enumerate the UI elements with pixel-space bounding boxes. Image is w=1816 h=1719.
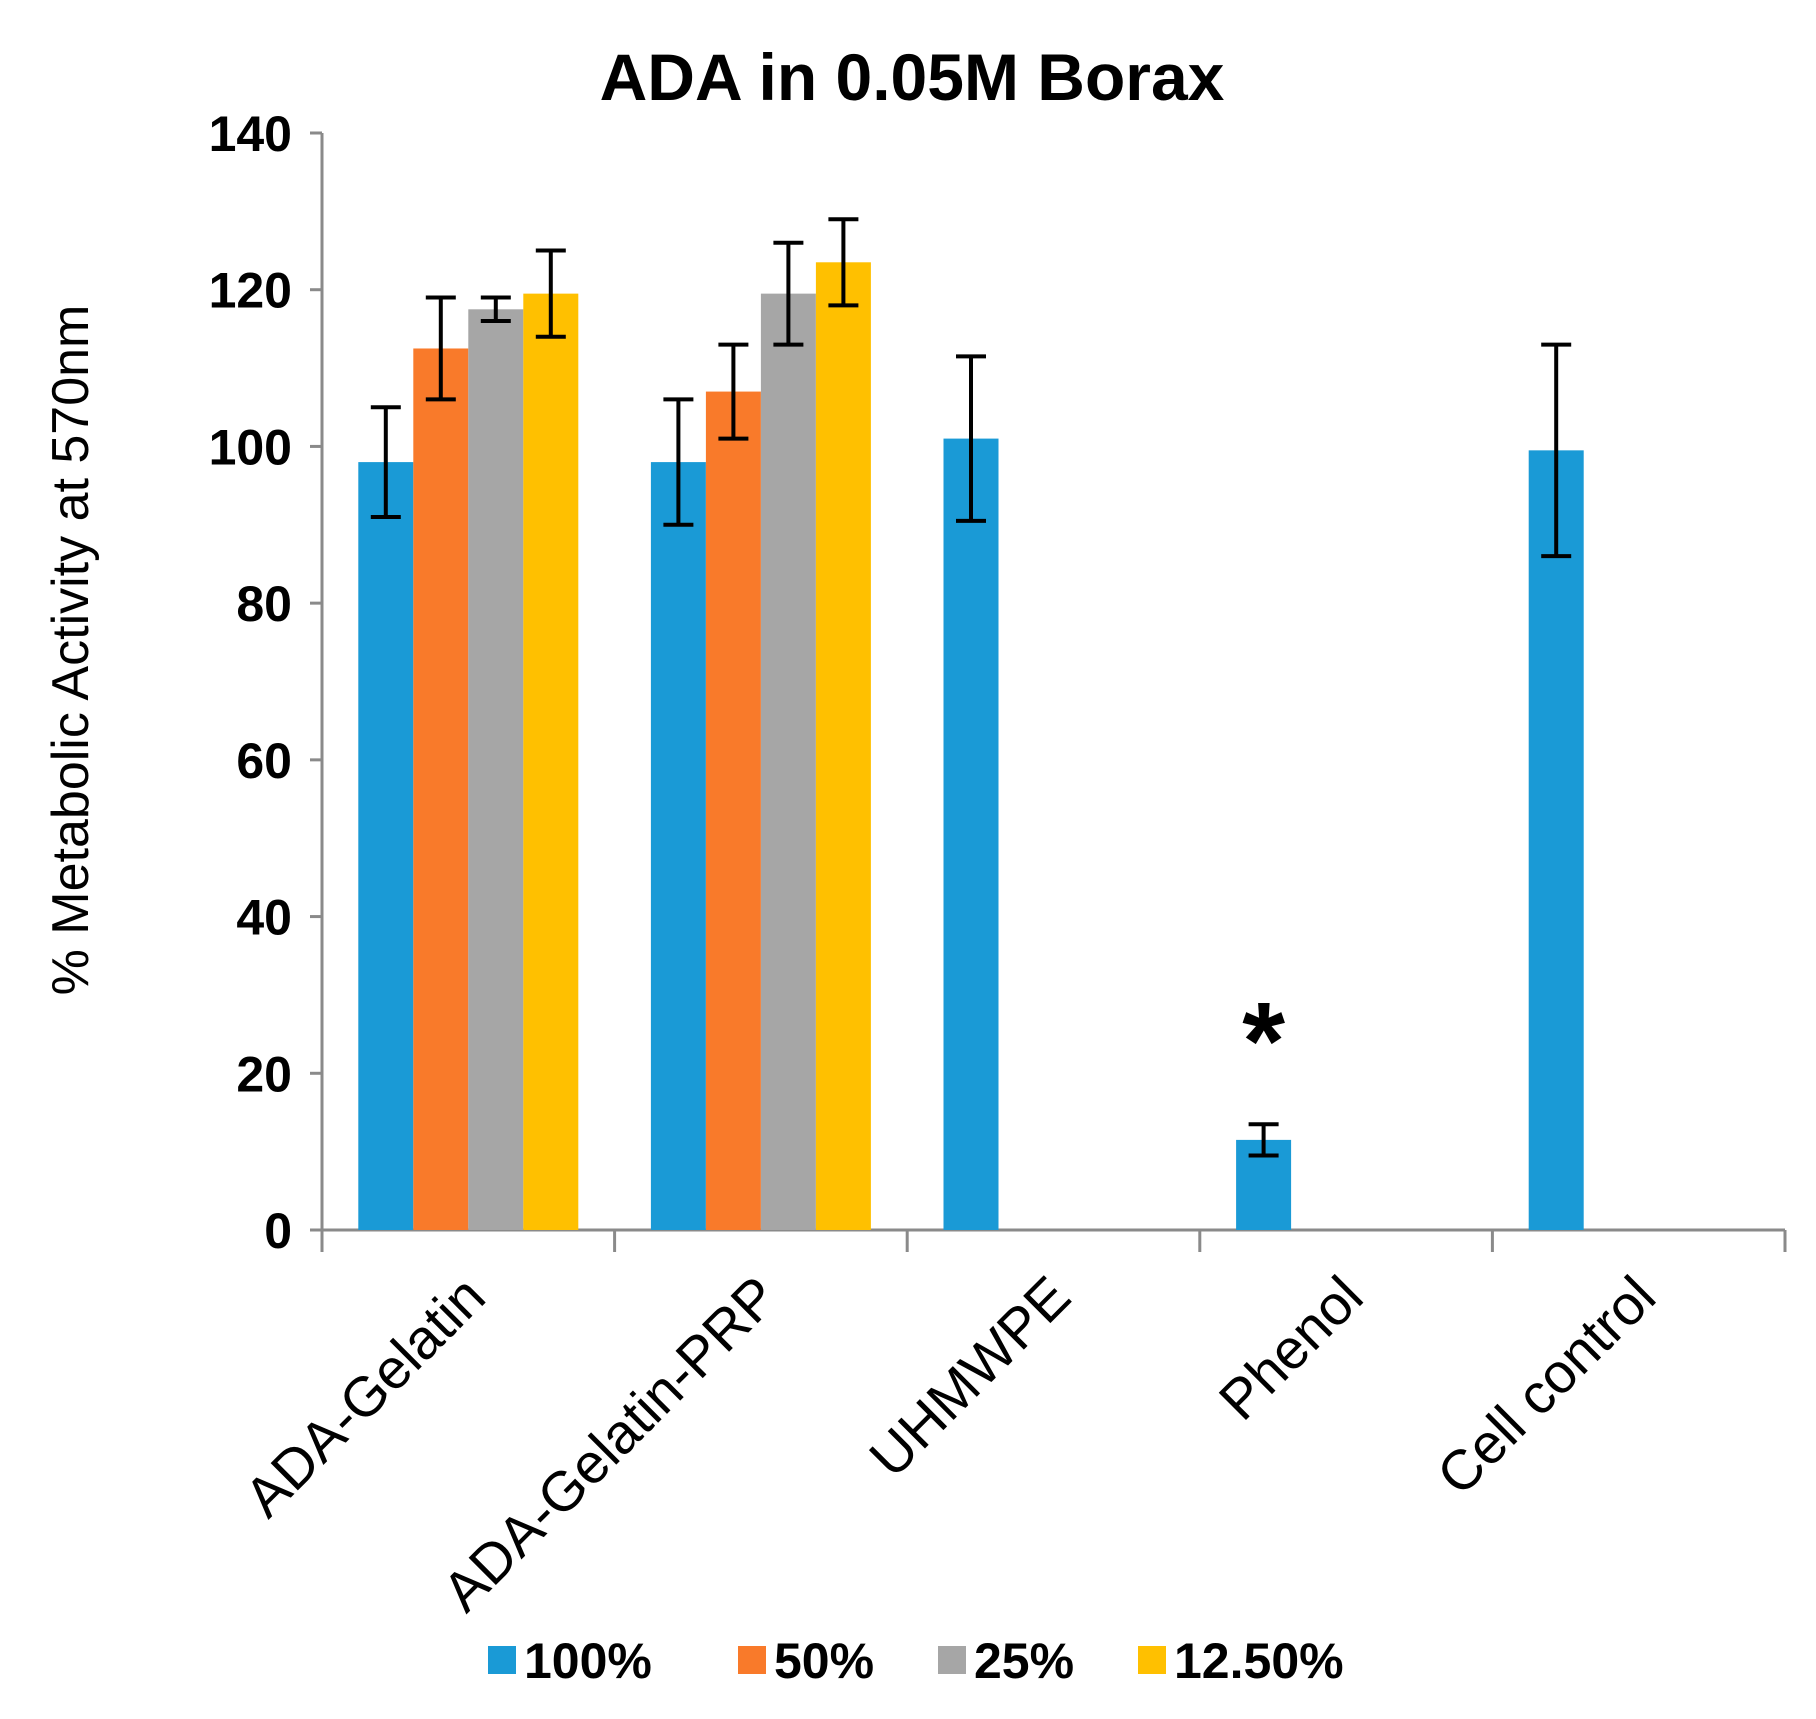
legend-label: 12.50% bbox=[1174, 1633, 1344, 1689]
chart-title: ADA in 0.05M Borax bbox=[600, 40, 1225, 114]
x-tick-label: Cell control bbox=[1425, 1264, 1668, 1507]
legend-swatch bbox=[738, 1646, 766, 1674]
y-tick-label: 100 bbox=[209, 419, 292, 475]
bar bbox=[523, 293, 579, 1230]
y-tick-label: 140 bbox=[209, 106, 292, 162]
legend-swatch bbox=[1138, 1646, 1166, 1674]
y-tick-label: 0 bbox=[264, 1203, 292, 1259]
y-tick-label: 80 bbox=[236, 576, 292, 632]
legend: 100% 50% 25% 12.50% bbox=[488, 1633, 1344, 1689]
y-tick-label: 60 bbox=[236, 733, 292, 789]
x-tick-label: UHMWPE bbox=[857, 1264, 1082, 1489]
y-tick-label: 20 bbox=[236, 1046, 292, 1102]
legend-swatch bbox=[938, 1646, 966, 1674]
y-axis-label: % Metabolic Activity at 570nm bbox=[42, 305, 100, 996]
bar bbox=[358, 462, 414, 1231]
legend-swatch bbox=[488, 1646, 516, 1674]
bar bbox=[760, 293, 816, 1230]
legend-label: 100% bbox=[524, 1633, 652, 1689]
bar bbox=[1528, 450, 1584, 1230]
x-tick-label: Phenol bbox=[1207, 1264, 1375, 1432]
legend-label: 25% bbox=[974, 1633, 1074, 1689]
significance-marker: * bbox=[1242, 980, 1285, 1103]
bar bbox=[468, 309, 524, 1230]
x-tick-label: ADA-Gelatin bbox=[232, 1264, 497, 1529]
bar bbox=[943, 438, 999, 1230]
legend-label: 50% bbox=[774, 1633, 874, 1689]
bar bbox=[413, 348, 469, 1230]
bar bbox=[815, 262, 871, 1230]
y-tick-label: 120 bbox=[209, 263, 292, 319]
plot-area: 020406080100120140ADA-GelatinADA-Gelatin… bbox=[209, 106, 1787, 1623]
y-tick-label: 40 bbox=[236, 890, 292, 946]
bar bbox=[705, 391, 761, 1230]
bar bbox=[650, 462, 706, 1231]
